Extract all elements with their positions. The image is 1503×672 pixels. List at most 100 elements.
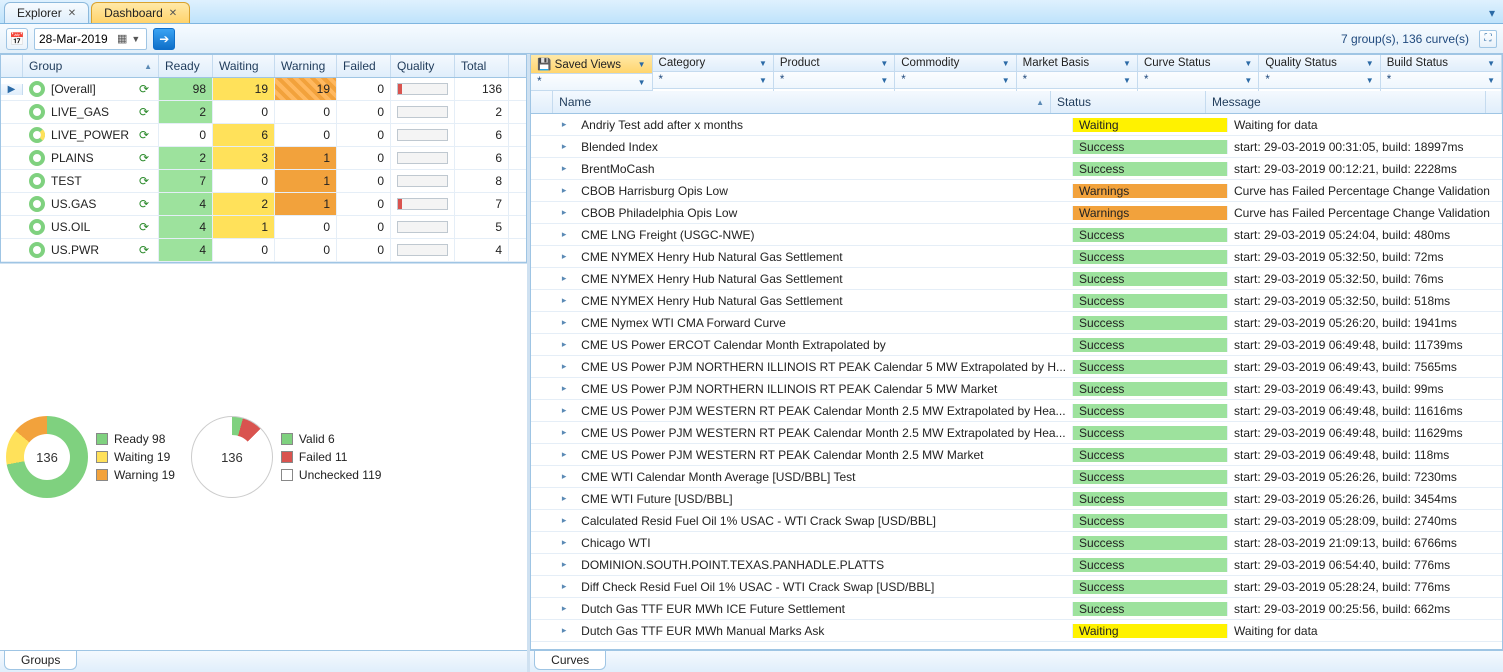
expand-icon[interactable]: ▸ [553, 537, 575, 548]
curve-row[interactable]: ▸CBOB Harrisburg Opis LowWarningsCurve h… [531, 180, 1502, 202]
expand-icon[interactable]: ▸ [553, 339, 575, 350]
filter-header[interactable]: 💾 Saved Views▼ [531, 55, 651, 74]
refresh-icon[interactable]: ⟳ [136, 219, 152, 235]
filter-header[interactable]: Quality Status▼ [1259, 55, 1379, 72]
date-picker-icon[interactable]: ▦ [115, 32, 129, 45]
refresh-icon[interactable]: ⟳ [136, 104, 152, 120]
curve-row[interactable]: ▸CME WTI Calendar Month Average [USD/BBL… [531, 466, 1502, 488]
expand-icon[interactable]: ▸ [553, 449, 575, 460]
expand-icon[interactable]: ▸ [553, 471, 575, 482]
tab-dashboard[interactable]: Dashboard✕ [91, 2, 190, 23]
curves-tab[interactable]: Curves [534, 651, 606, 670]
curve-row[interactable]: ▸CME US Power PJM NORTHERN ILLINOIS RT P… [531, 378, 1502, 400]
group-row[interactable]: US.OIL⟳41005 [1, 216, 526, 239]
expand-icon[interactable]: ▸ [553, 273, 575, 284]
tab-explorer[interactable]: Explorer✕ [4, 2, 89, 23]
col-group[interactable]: Group▲ [23, 55, 159, 77]
filter-header[interactable]: Commodity▼ [895, 55, 1015, 72]
filter-value[interactable]: *▼ [895, 72, 1015, 89]
col-quality[interactable]: Quality [391, 55, 455, 77]
refresh-icon[interactable]: ⟳ [136, 127, 152, 143]
group-row[interactable]: US.PWR⟳40004 [1, 239, 526, 262]
expand-icon[interactable]: ▸ [553, 317, 575, 328]
expand-icon[interactable]: ▸ [553, 119, 575, 130]
curve-row[interactable]: ▸BrentMoCashSuccessstart: 29-03-2019 00:… [531, 158, 1502, 180]
expand-icon[interactable]: ▸ [553, 559, 575, 570]
curve-row[interactable]: ▸CME LNG Freight (USGC-NWE)Successstart:… [531, 224, 1502, 246]
filter-value[interactable]: *▼ [653, 72, 773, 89]
curve-row[interactable]: ▸Blended IndexSuccessstart: 29-03-2019 0… [531, 136, 1502, 158]
date-field[interactable] [39, 32, 115, 46]
curve-row[interactable]: ▸Dutch Gas TTF EUR MWh ICE Future Settle… [531, 598, 1502, 620]
curve-row[interactable]: ▸Calculated Resid Fuel Oil 1% USAC - WTI… [531, 510, 1502, 532]
curve-row[interactable]: ▸CME NYMEX Henry Hub Natural Gas Settlem… [531, 268, 1502, 290]
curve-row[interactable]: ▸CME Nymex WTI CMA Forward CurveSuccesss… [531, 312, 1502, 334]
expand-icon[interactable]: ▸ [553, 163, 575, 174]
expand-icon[interactable]: ▸ [553, 185, 575, 196]
expand-icon[interactable]: ▸ [553, 361, 575, 372]
col-ready[interactable]: Ready [159, 55, 213, 77]
curve-row[interactable]: ▸CME US Power PJM NORTHERN ILLINOIS RT P… [531, 356, 1502, 378]
close-icon[interactable]: ✕ [68, 8, 76, 19]
calendar-button[interactable]: 📅 [6, 28, 28, 50]
col-message[interactable]: Message [1206, 91, 1486, 113]
filter-value[interactable]: *▼ [1259, 72, 1379, 89]
groups-tab[interactable]: Groups [4, 651, 77, 670]
curve-row[interactable]: ▸CME US Power PJM WESTERN RT PEAK Calend… [531, 400, 1502, 422]
col-name[interactable]: Name▲ [553, 91, 1051, 113]
col-total[interactable]: Total [455, 55, 509, 77]
filter-header[interactable]: Market Basis▼ [1017, 55, 1137, 72]
filter-value[interactable]: *▼ [1138, 72, 1258, 89]
expand-icon[interactable]: ▸ [553, 207, 575, 218]
expand-panel-button[interactable]: ⛶ [1479, 30, 1497, 48]
expand-icon[interactable]: ▸ [553, 295, 575, 306]
close-icon[interactable]: ✕ [169, 8, 177, 19]
expand-icon[interactable]: ▸ [553, 251, 575, 262]
expand-icon[interactable]: ▸ [553, 603, 575, 614]
curve-row[interactable]: ▸CBOB Philadelphia Opis LowWarningsCurve… [531, 202, 1502, 224]
curve-row[interactable]: ▸CME NYMEX Henry Hub Natural Gas Settlem… [531, 290, 1502, 312]
refresh-icon[interactable]: ⟳ [136, 196, 152, 212]
col-waiting[interactable]: Waiting [213, 55, 275, 77]
group-row[interactable]: LIVE_POWER⟳06006 [1, 124, 526, 147]
curves-grid-body[interactable]: ▸Andriy Test add after x monthsWaitingWa… [530, 114, 1503, 650]
col-failed[interactable]: Failed [337, 55, 391, 77]
filter-value[interactable]: *▼ [1381, 72, 1501, 89]
filter-header[interactable]: Build Status▼ [1381, 55, 1501, 72]
group-row[interactable]: PLAINS⟳23106 [1, 147, 526, 170]
group-row[interactable]: ▶[Overall]⟳9819190136 [1, 78, 526, 101]
tabstrip-overflow-icon[interactable]: ▾ [1481, 6, 1503, 20]
curve-row[interactable]: ▸CME US Power PJM WESTERN RT PEAK Calend… [531, 444, 1502, 466]
expand-icon[interactable]: ▸ [553, 383, 575, 394]
date-input[interactable]: ▦ ▼ [34, 28, 147, 50]
col-warning[interactable]: Warning [275, 55, 337, 77]
filter-header[interactable]: Curve Status▼ [1138, 55, 1258, 72]
expand-icon[interactable]: ▸ [553, 493, 575, 504]
filter-value[interactable]: *▼ [531, 74, 651, 91]
curve-row[interactable]: ▸CME WTI Future [USD/BBL]Successstart: 2… [531, 488, 1502, 510]
curve-row[interactable]: ▸Chicago WTISuccessstart: 28-03-2019 21:… [531, 532, 1502, 554]
expand-icon[interactable]: ▸ [553, 141, 575, 152]
expand-icon[interactable]: ▸ [553, 427, 575, 438]
go-button[interactable]: ➔ [153, 28, 175, 50]
filter-value[interactable]: *▼ [1017, 72, 1137, 89]
curve-row[interactable]: ▸Diff Check Resid Fuel Oil 1% USAC - WTI… [531, 576, 1502, 598]
group-row[interactable]: US.GAS⟳42107 [1, 193, 526, 216]
expand-icon[interactable]: ▸ [553, 581, 575, 592]
expand-icon[interactable]: ▸ [553, 229, 575, 240]
date-dropdown-icon[interactable]: ▼ [129, 34, 142, 44]
row-selector[interactable]: ▶ [1, 84, 23, 95]
refresh-icon[interactable]: ⟳ [136, 150, 152, 166]
filter-value[interactable]: *▼ [774, 72, 894, 89]
group-row[interactable]: TEST⟳70108 [1, 170, 526, 193]
curve-row[interactable]: ▸CME NYMEX Henry Hub Natural Gas Settlem… [531, 246, 1502, 268]
curve-row[interactable]: ▸CME US Power ERCOT Calendar Month Extra… [531, 334, 1502, 356]
expand-icon[interactable]: ▸ [553, 625, 575, 636]
filter-header[interactable]: Product▼ [774, 55, 894, 72]
curve-row[interactable]: ▸Dutch Gas TTF EUR MWh Manual Marks AskW… [531, 620, 1502, 642]
curve-row[interactable]: ▸CME US Power PJM WESTERN RT PEAK Calend… [531, 422, 1502, 444]
curve-row[interactable]: ▸DOMINION.SOUTH.POINT.TEXAS.PANHADLE.PLA… [531, 554, 1502, 576]
curve-row[interactable]: ▸Andriy Test add after x monthsWaitingWa… [531, 114, 1502, 136]
refresh-icon[interactable]: ⟳ [136, 173, 152, 189]
expand-icon[interactable]: ▸ [553, 405, 575, 416]
